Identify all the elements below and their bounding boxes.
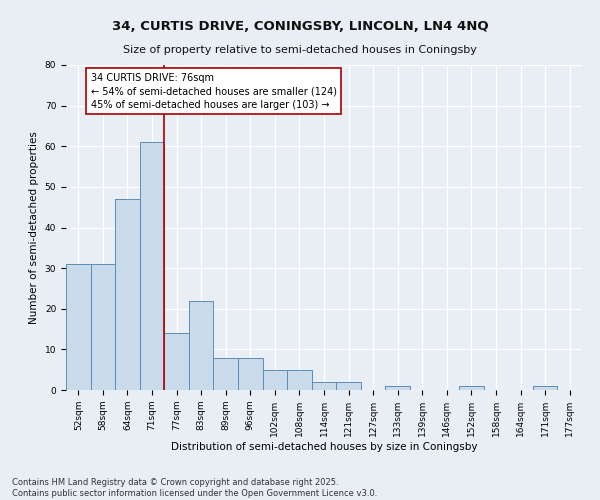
Bar — [312, 382, 336, 390]
Bar — [91, 264, 115, 390]
Bar — [238, 358, 263, 390]
Bar — [66, 264, 91, 390]
Bar — [263, 370, 287, 390]
Bar — [336, 382, 361, 390]
Bar — [287, 370, 312, 390]
Bar — [115, 199, 140, 390]
Bar — [189, 300, 214, 390]
Text: 34 CURTIS DRIVE: 76sqm
← 54% of semi-detached houses are smaller (124)
45% of se: 34 CURTIS DRIVE: 76sqm ← 54% of semi-det… — [91, 73, 337, 110]
Bar — [459, 386, 484, 390]
Text: Contains HM Land Registry data © Crown copyright and database right 2025.
Contai: Contains HM Land Registry data © Crown c… — [12, 478, 377, 498]
Bar — [140, 142, 164, 390]
X-axis label: Distribution of semi-detached houses by size in Coningsby: Distribution of semi-detached houses by … — [171, 442, 477, 452]
Bar — [385, 386, 410, 390]
Bar — [164, 333, 189, 390]
Bar — [533, 386, 557, 390]
Y-axis label: Number of semi-detached properties: Number of semi-detached properties — [29, 131, 39, 324]
Bar — [214, 358, 238, 390]
Text: 34, CURTIS DRIVE, CONINGSBY, LINCOLN, LN4 4NQ: 34, CURTIS DRIVE, CONINGSBY, LINCOLN, LN… — [112, 20, 488, 33]
Text: Size of property relative to semi-detached houses in Coningsby: Size of property relative to semi-detach… — [123, 45, 477, 55]
